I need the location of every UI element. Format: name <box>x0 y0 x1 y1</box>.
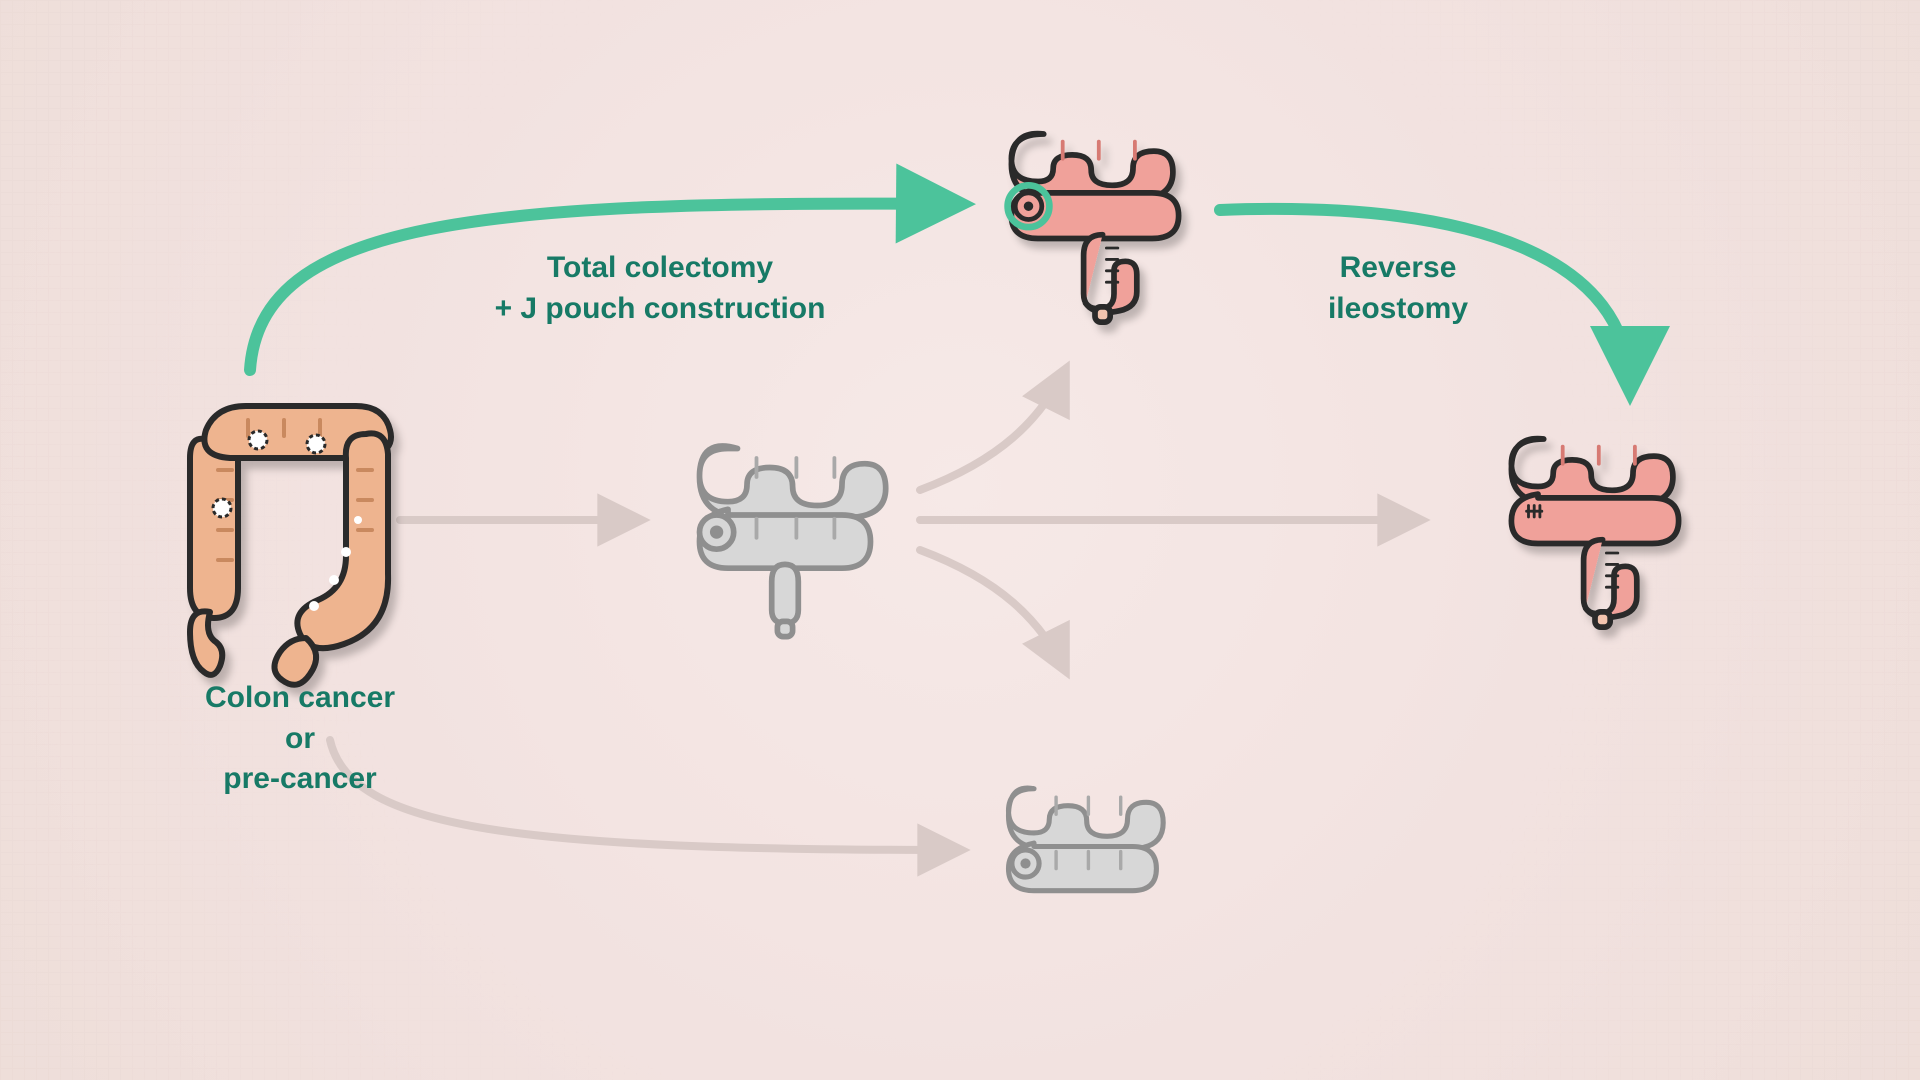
label-top-mid-line1: Total colectomy <box>547 251 773 284</box>
label-start-line2: or <box>285 722 315 755</box>
label-top-right-line2: ileostomy <box>1328 292 1468 325</box>
mid-grey-icon <box>700 446 886 637</box>
arrow-branch-dn <box>920 550 1065 670</box>
label-start: Colon cancer or pre-cancer <box>160 678 440 800</box>
right-final-icon <box>1511 439 1678 627</box>
label-start-line1: Colon cancer <box>205 681 395 714</box>
label-top-right: Reverse ileostomy <box>1288 248 1508 329</box>
top-jpouch-icon <box>1008 134 1179 322</box>
flowchart-canvas <box>0 0 1920 1080</box>
bottom-grey-icon <box>1009 788 1164 891</box>
arrow-branch-up <box>920 370 1065 490</box>
faded-arrows <box>330 370 1420 850</box>
label-top-mid: Total colectomy + J pouch construction <box>450 248 870 329</box>
label-top-mid-line2: + J pouch construction <box>495 292 826 325</box>
label-top-right-line1: Reverse <box>1340 251 1457 284</box>
label-start-line3: pre-cancer <box>223 762 376 795</box>
colon-start-icon <box>190 406 391 685</box>
